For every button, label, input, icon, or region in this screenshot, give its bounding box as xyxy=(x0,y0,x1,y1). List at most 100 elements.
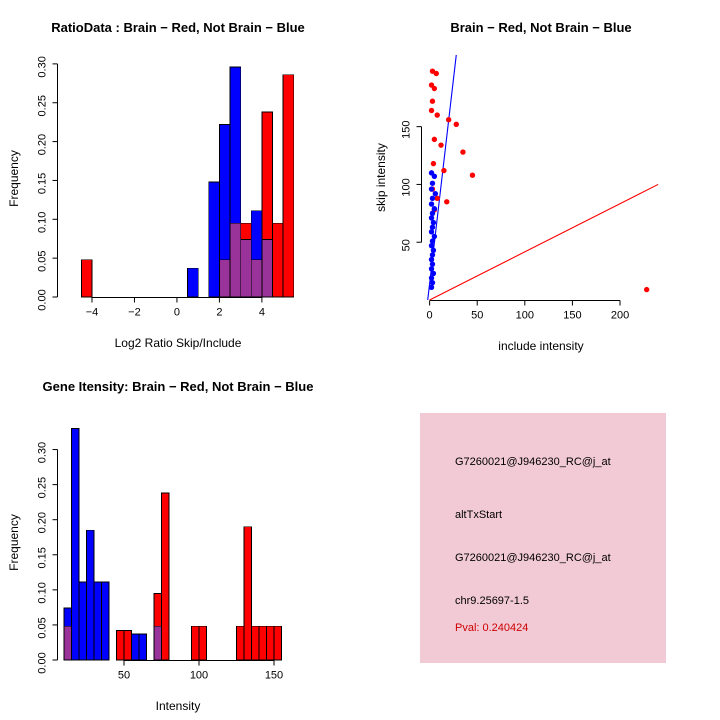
hist-bar-brain_red xyxy=(116,630,125,661)
y-tick-label: 0.00 xyxy=(37,289,49,310)
hist-bar-brain_red xyxy=(198,625,207,661)
scatter-point-not_brain_blue xyxy=(428,266,435,272)
scatter-point-not_brain_blue xyxy=(428,229,435,235)
x-tick-label: 50 xyxy=(471,310,483,322)
x-tick-label: 150 xyxy=(563,310,581,322)
y-tick-label: 0.25 xyxy=(37,95,49,116)
x-tick-label: 50 xyxy=(118,670,130,682)
x-tick-label: −4 xyxy=(86,307,99,319)
hist-bar-overlap xyxy=(240,239,252,298)
panel-intensity-scatter: Brain − Red, Not Brain − Blue 0 50 100 150 20… xyxy=(360,0,720,360)
hist-bar-brain_red xyxy=(243,526,252,661)
y-tick-label: 0.20 xyxy=(37,512,49,533)
y-tick-label: 0.25 xyxy=(37,477,49,498)
hist-bar-brain_red xyxy=(266,625,275,661)
panel-ratio-histogram: RatioData : Brain − Red, Not Brain − Blu… xyxy=(0,0,360,360)
y-axis-label: Frequency xyxy=(7,514,21,571)
scatter-point-not_brain_blue xyxy=(429,252,436,258)
y-tick-label: 0.00 xyxy=(37,652,49,673)
scatter-point-not_brain_blue xyxy=(429,195,436,202)
x-tick-label: 150 xyxy=(265,670,283,682)
x-tick-label: 2 xyxy=(216,307,222,319)
gene-info-box: G7260021@J946230_RC@j_at altTxStart G726… xyxy=(420,413,666,663)
hist-bar-overlap xyxy=(261,239,273,298)
hist-bar-not_brain_blue xyxy=(86,529,95,661)
hist-bar-brain_red xyxy=(282,74,295,298)
x-tick-label: 100 xyxy=(190,670,208,682)
scatter-point-brain_red xyxy=(643,286,650,293)
scatter-point-brain_red xyxy=(460,149,466,155)
y-tick-label: 50 xyxy=(401,239,413,251)
scatter-point-brain_red xyxy=(433,70,439,77)
scatter-point-not_brain_blue xyxy=(429,279,436,286)
ratio-histogram-chart: RatioData : Brain − Red, Not Brain − Blu… xyxy=(7,20,305,350)
scatter-point-brain_red xyxy=(431,85,438,92)
scatter-point-not_brain_blue xyxy=(431,233,438,240)
chart-title: Gene Itensity: Brain − Red, Not Brain − … xyxy=(43,379,314,394)
red_fit_line xyxy=(429,183,659,301)
scatter-point-not_brain_blue xyxy=(432,190,439,197)
scatter-point-brain_red xyxy=(445,117,452,123)
scatter-point-not_brain_blue xyxy=(430,270,437,277)
y-tick-label: 0.15 xyxy=(37,173,49,194)
hist-bar-brain_red xyxy=(258,625,267,661)
x-tick-label: 0 xyxy=(427,310,433,322)
hist-bar-brain_red xyxy=(272,222,284,298)
scatter-point-brain_red xyxy=(431,136,438,143)
scatter-point-brain_red xyxy=(429,98,436,104)
hist-bar-not_brain_blue xyxy=(131,633,140,661)
hist-bar-brain_red xyxy=(80,259,93,298)
x-tick-label: 200 xyxy=(611,310,629,322)
hist-bar-overlap xyxy=(250,259,263,298)
scatter-point-not_brain_blue xyxy=(429,224,436,230)
y-tick-label: 100 xyxy=(401,178,413,196)
y-tick-label: 0.05 xyxy=(37,250,49,271)
scatter-point-not_brain_blue xyxy=(430,247,437,254)
hist-bar-brain_red xyxy=(251,625,260,661)
hist-bar-not_brain_blue xyxy=(187,267,199,298)
gene-intensity-histogram-chart: Gene Itensity: Brain − Red, Not Brain − … xyxy=(7,379,314,713)
y-tick-label: 0.15 xyxy=(37,547,49,568)
scatter-point-not_brain_blue xyxy=(429,261,436,267)
pval-text: Pval: 0.240424 xyxy=(455,622,529,634)
y-tick-label: 150 xyxy=(401,120,413,138)
scatter-point-brain_red xyxy=(444,199,450,205)
intensity-scatter-chart: Brain − Red, Not Brain − Blue 0 50 100 150 20… xyxy=(374,20,659,353)
hist-bar-overlap xyxy=(219,259,231,298)
hist-bar-overlap xyxy=(63,625,72,661)
scatter-point-brain_red xyxy=(434,112,440,118)
y-tick-label: 0.10 xyxy=(37,212,49,233)
probe-set-id-text: G7260021@J946230_RC@j_at xyxy=(455,456,611,468)
scatter-point-not_brain_blue xyxy=(428,284,435,290)
y-tick-label: 0.10 xyxy=(37,582,49,603)
scatter-point-brain_red xyxy=(430,160,437,167)
y-tick-label: 0.05 xyxy=(37,617,49,638)
x-tick-label: 100 xyxy=(516,310,534,322)
scatter-point-not_brain_blue xyxy=(428,275,435,281)
scatter-point-brain_red xyxy=(428,107,435,114)
scatter-point-not_brain_blue xyxy=(428,201,435,207)
scatter-point-brain_red xyxy=(434,195,440,202)
scatter-point-not_brain_blue xyxy=(428,256,435,263)
y-axis-label: Frequency xyxy=(7,150,21,207)
hist-bar-not_brain_blue xyxy=(101,581,110,661)
chromosome-location-text: chr9.25697-1.5 xyxy=(455,595,529,607)
x-axis-label: Intensity xyxy=(156,699,201,713)
hist-bar-brain_red xyxy=(273,625,282,661)
scatter-point-not_brain_blue xyxy=(429,180,436,186)
scatter-point-brain_red xyxy=(441,167,447,174)
hist-bar-brain_red xyxy=(161,492,170,661)
hist-bar-brain_red xyxy=(123,630,132,661)
hist-bar-not_brain_blue xyxy=(138,633,147,661)
scatter-point-not_brain_blue xyxy=(431,173,438,180)
scatter-point-not_brain_blue xyxy=(430,219,437,226)
event-type-text: altTxStart xyxy=(455,509,503,521)
scatter-point-not_brain_blue xyxy=(428,242,435,249)
hist-bar-not_brain_blue xyxy=(78,581,87,661)
hist-bar-not_brain_blue xyxy=(208,181,220,298)
chart-title: Brain − Red, Not Brain − Blue xyxy=(450,20,631,35)
scatter-point-brain_red xyxy=(438,142,444,148)
hist-bar-overlap xyxy=(229,222,242,298)
x-axis-label: include intensity xyxy=(498,339,583,353)
x-tick-label: 4 xyxy=(259,307,265,319)
